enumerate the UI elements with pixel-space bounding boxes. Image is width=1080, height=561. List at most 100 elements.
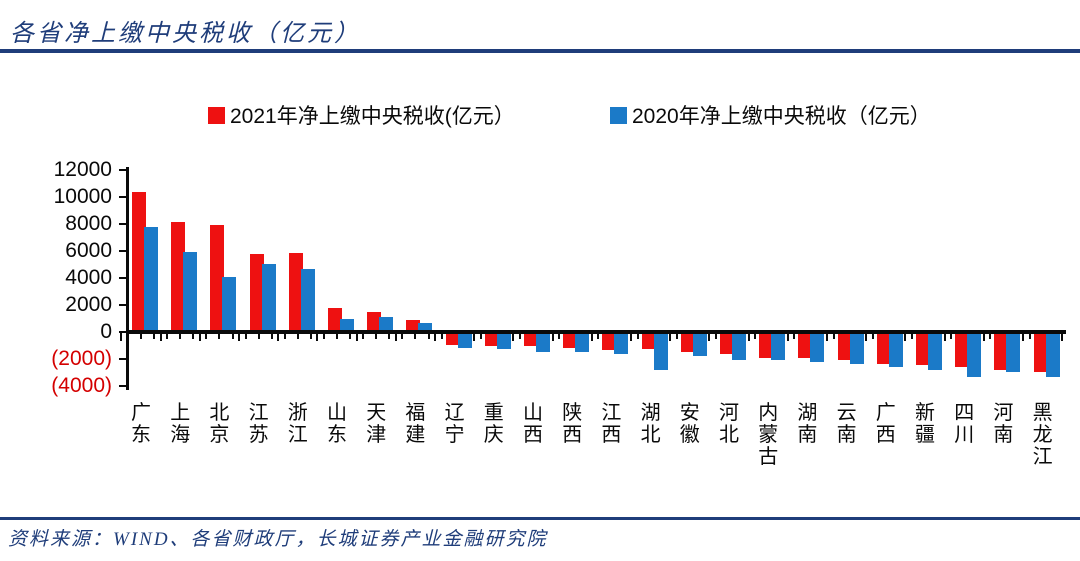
y-axis-tick [119,223,127,225]
x-axis-minor-tick [715,332,717,339]
y-axis-tick [119,358,127,360]
bar-2021-12 [602,332,617,351]
x-axis-minor-tick [257,332,260,339]
chart-title: 各省净上缴中央税收（亿元） [10,21,361,47]
x-axis-minor-tick [205,332,208,339]
bar-2021-21 [955,332,970,367]
x-label-17: 湖 南 [797,402,818,446]
x-label-20: 新 疆 [915,402,935,446]
x-axis-minor-tick [989,332,992,339]
y-axis-tick [119,277,127,279]
footer-divider [0,517,1080,520]
x-axis-minor-tick [323,332,325,339]
bar-2020-21 [967,332,982,377]
bar-2020-16 [771,332,786,361]
y-axis-tick [119,385,127,387]
bar-2021-13 [641,332,656,350]
x-axis-minor-tick [911,332,913,339]
y-axis-tick [119,169,127,171]
x-label-16: 内 蒙 古 [758,402,779,468]
bar-2020-4 [300,268,315,332]
x-label-22: 河 南 [993,402,1014,446]
x-axis-major-tick [316,332,319,341]
x-axis-minor-tick [349,332,352,339]
x-label-1: 上 海 [170,402,191,446]
x-axis-major-tick [434,332,436,341]
y-tick-label: 8000 [65,212,112,235]
x-axis-minor-tick [244,332,247,339]
x-axis-minor-tick [375,332,378,339]
x-axis-minor-tick [1028,332,1031,339]
x-axis-major-tick [1061,332,1064,341]
x-label-12: 江 西 [601,402,622,446]
y-tick-label: 12000 [53,158,112,181]
legend-item-2020: 2020年净上缴中央税收（亿元） [610,100,931,130]
x-label-3: 江 苏 [248,402,269,446]
bar-2021-22 [994,332,1009,371]
bar-2020-12 [614,332,629,355]
x-axis-major-tick [904,332,907,341]
bar-2020-20 [928,332,942,371]
x-axis-minor-tick [401,332,404,339]
x-axis-major-tick [669,332,672,341]
legend: 2021年净上缴中央税收(亿元） 2020年净上缴中央税收（亿元） [0,100,1080,128]
title-divider [0,49,1080,53]
x-label-2: 北 京 [209,402,230,446]
y-tick-label: (4000) [51,374,112,397]
x-axis-minor-tick [950,332,953,339]
x-label-21: 四 川 [954,402,975,446]
legend-label-2021: 2021年净上缴中央税收(亿元） [230,105,515,128]
bar-2020-2 [222,276,237,332]
x-axis-major-tick [982,332,985,341]
x-axis-minor-tick [479,332,482,339]
y-tick-label: 0 [100,320,112,343]
x-axis-minor-tick [388,332,391,339]
x-label-10: 山 西 [523,402,543,446]
x-axis-major-tick [238,332,240,341]
x-axis-minor-tick [336,332,339,339]
x-axis-major-tick [159,332,162,341]
bar-2021-5 [328,307,342,332]
x-label-9: 重 庆 [483,402,504,446]
x-axis-major-tick [786,332,789,341]
x-axis-major-tick [120,332,123,341]
bar-2020-19 [888,332,903,368]
bar-2021-0 [132,191,146,332]
y-axis-tick [119,196,127,198]
x-axis-minor-tick [179,332,182,339]
x-axis-minor-tick [166,332,169,339]
x-axis-major-tick [355,332,358,341]
y-tick-label: (2000) [51,347,112,370]
x-label-11: 陕 西 [562,402,583,446]
legend-swatch-2021 [208,106,225,124]
bar-2020-6 [379,317,394,332]
bar-2021-10 [524,332,538,347]
bar-2021-7 [406,319,421,332]
x-label-13: 湖 北 [640,402,661,446]
legend-item-2021: 2021年净上缴中央税收(亿元） [208,100,515,130]
y-axis-tick [119,250,127,252]
y-tick-label: 10000 [53,185,112,208]
x-axis-major-tick [277,332,280,341]
bar-2021-11 [563,332,578,349]
bar-2020-17 [810,332,825,363]
bar-2021-1 [171,221,186,332]
x-axis-minor-tick [153,332,156,339]
bar-2020-8 [457,332,472,349]
bar-2021-20 [916,332,930,366]
y-tick-label: 6000 [65,239,112,262]
x-axis-major-tick [512,332,515,341]
x-axis-major-tick [747,332,750,341]
x-axis-minor-tick [440,332,443,339]
x-axis-major-tick [394,332,397,341]
source-note: 资料来源：WIND、各省财政厅，长城证券产业金融研究院 [8,529,548,550]
x-axis-minor-tick [597,332,600,339]
bar-2020-13 [653,332,668,371]
x-axis-minor-tick [558,332,561,339]
x-axis-minor-tick [519,332,521,339]
x-label-15: 河 北 [719,402,739,446]
bar-2021-8 [445,332,460,345]
bar-2021-18 [837,332,852,361]
